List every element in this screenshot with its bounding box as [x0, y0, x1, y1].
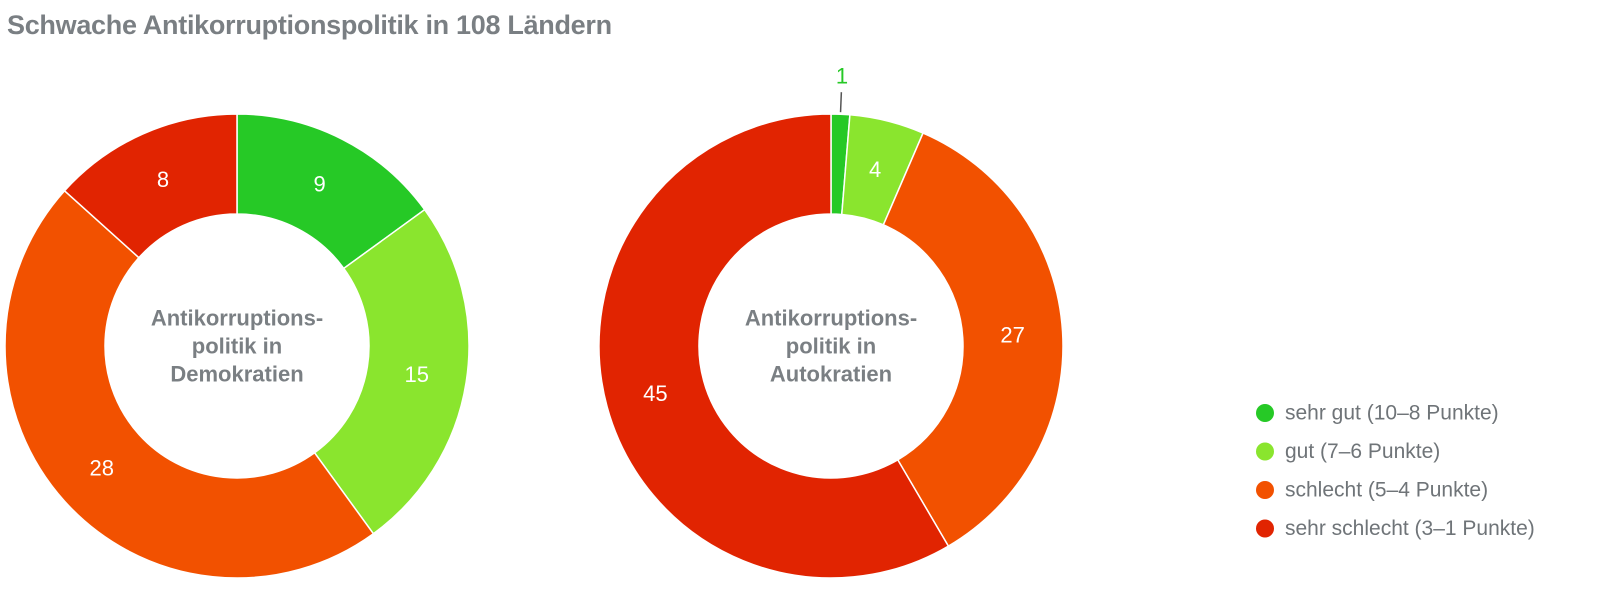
donut-center-label: Demokratien [170, 362, 303, 387]
donut-chart-2: 1 4 27 45 Antikorruptions-politik in Autokrat… [598, 64, 1064, 579]
donut-slice-sehr_schlecht [63, 113, 238, 259]
leader-line [839, 92, 843, 113]
legend-marker-sehr_gut [1256, 404, 1274, 422]
legend-marker-gut [1256, 442, 1274, 461]
donut-center-label: politik in [786, 334, 876, 359]
donut-center-label: Autokratien [770, 362, 892, 387]
legend-marker-schlecht [1256, 481, 1274, 499]
legend-label-sehr_schlecht: sehr schlecht (3–1 Punkte) [1285, 517, 1535, 540]
slice-value-label: 28 [90, 455, 114, 480]
slice-value-label: 15 [405, 362, 429, 387]
donut-chart-1: 9 15 28 8 Antikorruptions-politik in Demokrat… [4, 113, 470, 579]
legend: sehr gut (10–8 Punkte) gut (7–6 Punkte) sc… [1256, 402, 1535, 540]
donut-slice-gut [313, 208, 470, 535]
donut-slice-sehr_schlecht [598, 113, 950, 579]
donut-center-label: politik in [192, 334, 282, 359]
slice-value-label: 45 [643, 381, 667, 406]
donut-center-label: Antikorruptions- [151, 306, 323, 331]
legend-label-schlecht: schlecht (5–4 Punkte) [1285, 479, 1488, 502]
legend-label-sehr_gut: sehr gut (10–8 Punkte) [1285, 402, 1499, 425]
legend-label-gut: gut (7–6 Punkte) [1285, 440, 1440, 463]
slice-value-label: 4 [869, 157, 881, 182]
legend-marker-sehr_schlecht [1256, 519, 1274, 538]
donut-slice-sehr_gut [236, 113, 426, 270]
donut-slice-schlecht [882, 132, 1064, 548]
slice-value-label: 27 [1000, 322, 1024, 347]
slice-value-label: 9 [314, 171, 326, 196]
donut-center-label: Antikorruptions- [745, 306, 917, 331]
slice-value-label: 1 [836, 64, 848, 89]
donut-slice-schlecht [4, 189, 375, 579]
chart-title: Schwache Antikorruptionspolitik in 108 L… [7, 10, 612, 40]
slice-value-label: 8 [157, 167, 169, 192]
